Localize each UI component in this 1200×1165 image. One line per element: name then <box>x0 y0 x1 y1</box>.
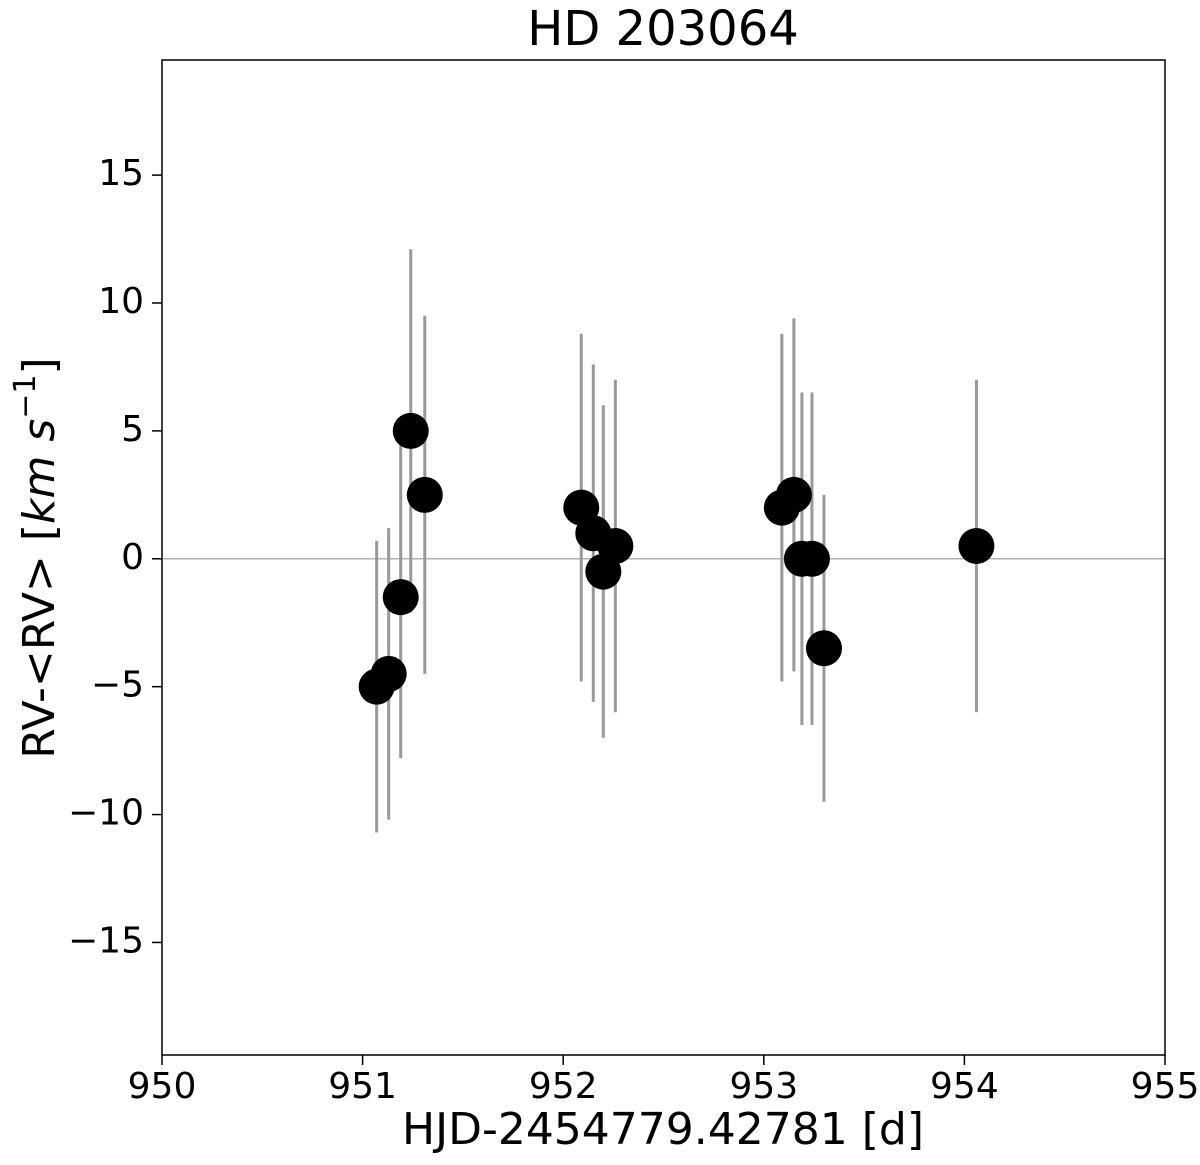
y-label-close: ] <box>14 357 65 374</box>
y-tick-label: 0 <box>121 537 144 578</box>
data-point <box>597 527 634 564</box>
y-label-exponent: −1 <box>8 374 43 418</box>
x-tick-label: 955 <box>1131 1066 1200 1107</box>
x-axis-label: HJD-2454779.42781 [d] <box>402 1104 924 1155</box>
data-point <box>406 476 443 513</box>
x-tick-label: 950 <box>128 1066 197 1107</box>
y-tick-label: 5 <box>121 409 144 450</box>
y-label-text: RV-<RV> [ <box>14 524 65 759</box>
x-tick-label: 952 <box>529 1066 598 1107</box>
y-label-unit: km s <box>14 419 65 524</box>
data-point <box>392 412 429 449</box>
data-point <box>793 540 830 577</box>
y-axis-label: RV-<RV> [km s−1] <box>8 357 66 758</box>
data-point <box>805 630 842 667</box>
plot-frame <box>161 59 1166 1056</box>
y-tick-label: 10 <box>98 281 144 322</box>
chart-title: HD 203064 <box>527 1 799 57</box>
y-tick-label: −15 <box>68 920 144 961</box>
data-point <box>370 655 407 692</box>
data-point <box>775 476 812 513</box>
y-tick-label: −10 <box>68 793 144 834</box>
y-tick-label: 15 <box>98 153 144 194</box>
y-tick-label: −5 <box>91 665 144 706</box>
data-point <box>382 579 419 616</box>
data-point <box>958 527 995 564</box>
x-tick-label: 954 <box>930 1066 999 1107</box>
x-tick-label: 953 <box>729 1066 798 1107</box>
x-tick-label: 951 <box>328 1066 397 1107</box>
